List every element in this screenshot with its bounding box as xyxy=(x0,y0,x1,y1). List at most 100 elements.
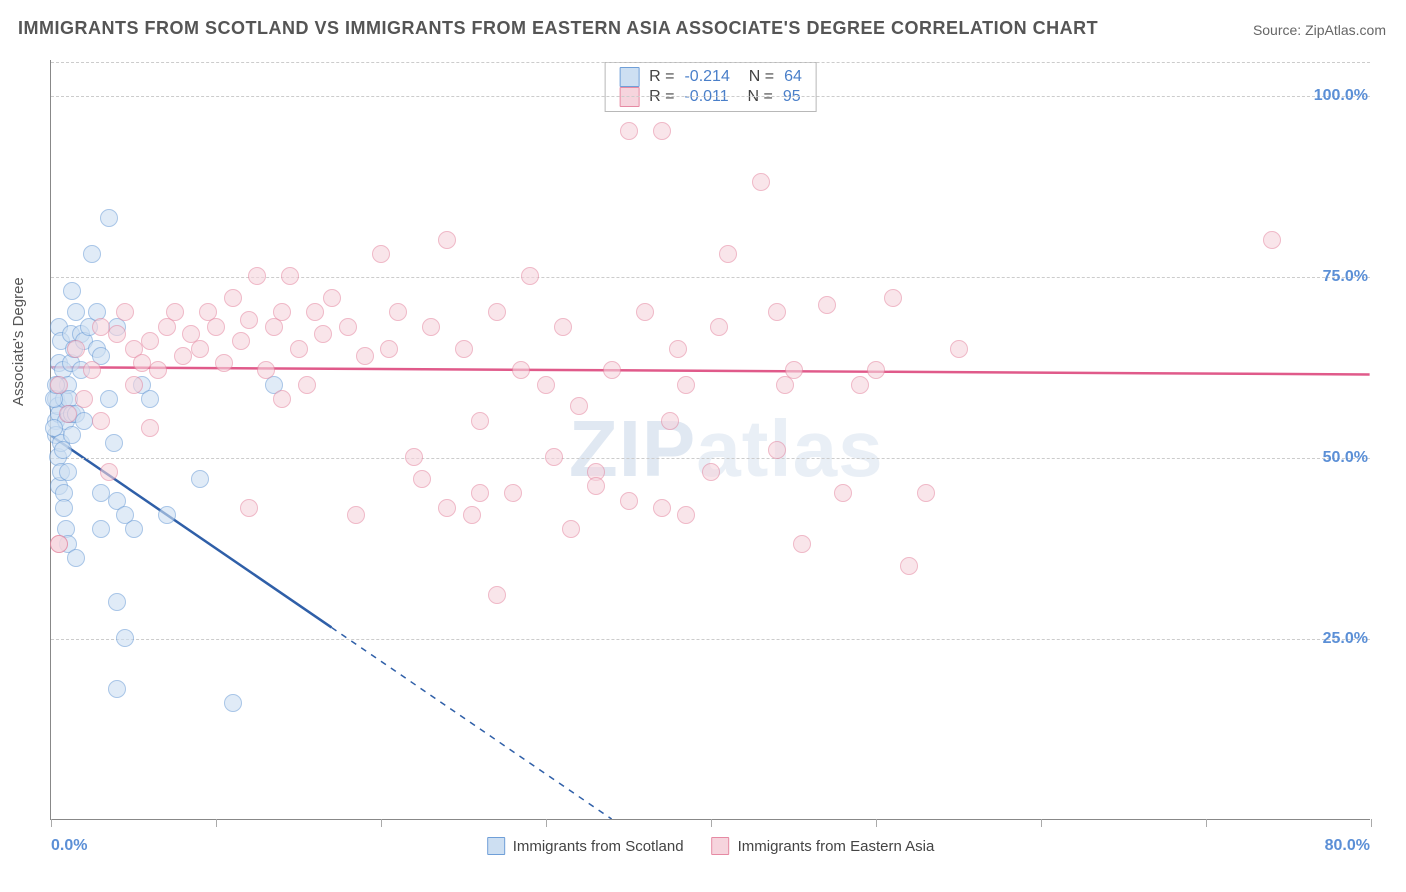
legend-r-label: R = xyxy=(649,68,674,86)
data-point xyxy=(636,303,654,321)
data-point xyxy=(67,549,85,567)
data-point xyxy=(100,463,118,481)
data-point xyxy=(719,245,737,263)
data-point xyxy=(290,340,308,358)
data-point xyxy=(306,303,324,321)
data-point xyxy=(224,289,242,307)
data-point xyxy=(620,122,638,140)
y-tick-label: 25.0% xyxy=(1323,630,1372,648)
data-point xyxy=(620,492,638,510)
data-point xyxy=(677,376,695,394)
data-point xyxy=(752,173,770,191)
source-prefix: Source: xyxy=(1253,22,1305,38)
data-point xyxy=(158,506,176,524)
data-point xyxy=(108,680,126,698)
data-point xyxy=(463,506,481,524)
data-point xyxy=(661,412,679,430)
data-point xyxy=(818,296,836,314)
watermark: ZIPatlas xyxy=(569,403,884,495)
data-point xyxy=(471,412,489,430)
legend-n-value: 64 xyxy=(784,68,802,86)
data-point xyxy=(537,376,555,394)
legend-row: R = -0.214 N = 64 xyxy=(619,67,802,87)
x-tick xyxy=(1371,819,1372,827)
data-point xyxy=(438,499,456,517)
data-point xyxy=(455,340,473,358)
x-tick xyxy=(546,819,547,827)
data-point xyxy=(768,303,786,321)
data-point xyxy=(273,390,291,408)
legend-series-name: Immigrants from Eastern Asia xyxy=(738,838,935,855)
legend-item: Immigrants from Scotland xyxy=(487,837,684,855)
x-tick xyxy=(216,819,217,827)
data-point xyxy=(273,303,291,321)
data-point xyxy=(1263,231,1281,249)
data-point xyxy=(166,303,184,321)
series-legend: Immigrants from Scotland Immigrants from … xyxy=(487,837,935,855)
legend-item: Immigrants from Eastern Asia xyxy=(712,837,935,855)
data-point xyxy=(232,332,250,350)
data-point xyxy=(83,245,101,263)
data-point xyxy=(141,390,159,408)
data-point xyxy=(105,434,123,452)
x-axis-min-label: 0.0% xyxy=(51,837,87,855)
data-point xyxy=(141,419,159,437)
data-point xyxy=(133,354,151,372)
correlation-legend: R = -0.214 N = 64R = -0.011 N = 95 xyxy=(604,62,817,112)
data-point xyxy=(50,376,68,394)
source-link[interactable]: ZipAtlas.com xyxy=(1305,22,1386,38)
x-tick xyxy=(1041,819,1042,827)
data-point xyxy=(323,289,341,307)
data-point xyxy=(587,477,605,495)
data-point xyxy=(141,332,159,350)
trend-lines xyxy=(51,60,1370,819)
data-point xyxy=(100,390,118,408)
data-point xyxy=(917,484,935,502)
data-point xyxy=(100,209,118,227)
data-point xyxy=(603,361,621,379)
data-point xyxy=(521,267,539,285)
data-point xyxy=(347,506,365,524)
data-point xyxy=(554,318,572,336)
data-point xyxy=(562,520,580,538)
gridline xyxy=(51,62,1370,63)
data-point xyxy=(108,593,126,611)
data-point xyxy=(59,405,77,423)
data-point xyxy=(83,361,101,379)
data-point xyxy=(257,361,275,379)
data-point xyxy=(174,347,192,365)
data-point xyxy=(884,289,902,307)
legend-swatch xyxy=(712,837,730,855)
data-point xyxy=(512,361,530,379)
data-point xyxy=(677,506,695,524)
y-axis-label: Associate's Degree xyxy=(10,277,27,406)
data-point xyxy=(793,535,811,553)
data-point xyxy=(314,325,332,343)
y-tick-label: 100.0% xyxy=(1314,87,1372,105)
data-point xyxy=(339,318,357,336)
data-point xyxy=(116,629,134,647)
data-point xyxy=(45,419,63,437)
data-point xyxy=(67,303,85,321)
legend-n-label: N = xyxy=(740,68,774,86)
gridline xyxy=(51,96,1370,97)
data-point xyxy=(900,557,918,575)
data-point xyxy=(207,318,225,336)
legend-series-name: Immigrants from Scotland xyxy=(513,838,684,855)
data-point xyxy=(149,361,167,379)
legend-r-value: -0.214 xyxy=(684,68,729,86)
gridline xyxy=(51,458,1370,459)
data-point xyxy=(488,303,506,321)
data-point xyxy=(55,499,73,517)
data-point xyxy=(422,318,440,336)
data-point xyxy=(867,361,885,379)
data-point xyxy=(191,470,209,488)
x-tick xyxy=(711,819,712,827)
data-point xyxy=(92,520,110,538)
data-point xyxy=(653,122,671,140)
data-point xyxy=(240,499,258,517)
data-point xyxy=(240,311,258,329)
legend-swatch xyxy=(619,67,639,87)
data-point xyxy=(248,267,266,285)
data-point xyxy=(405,448,423,466)
